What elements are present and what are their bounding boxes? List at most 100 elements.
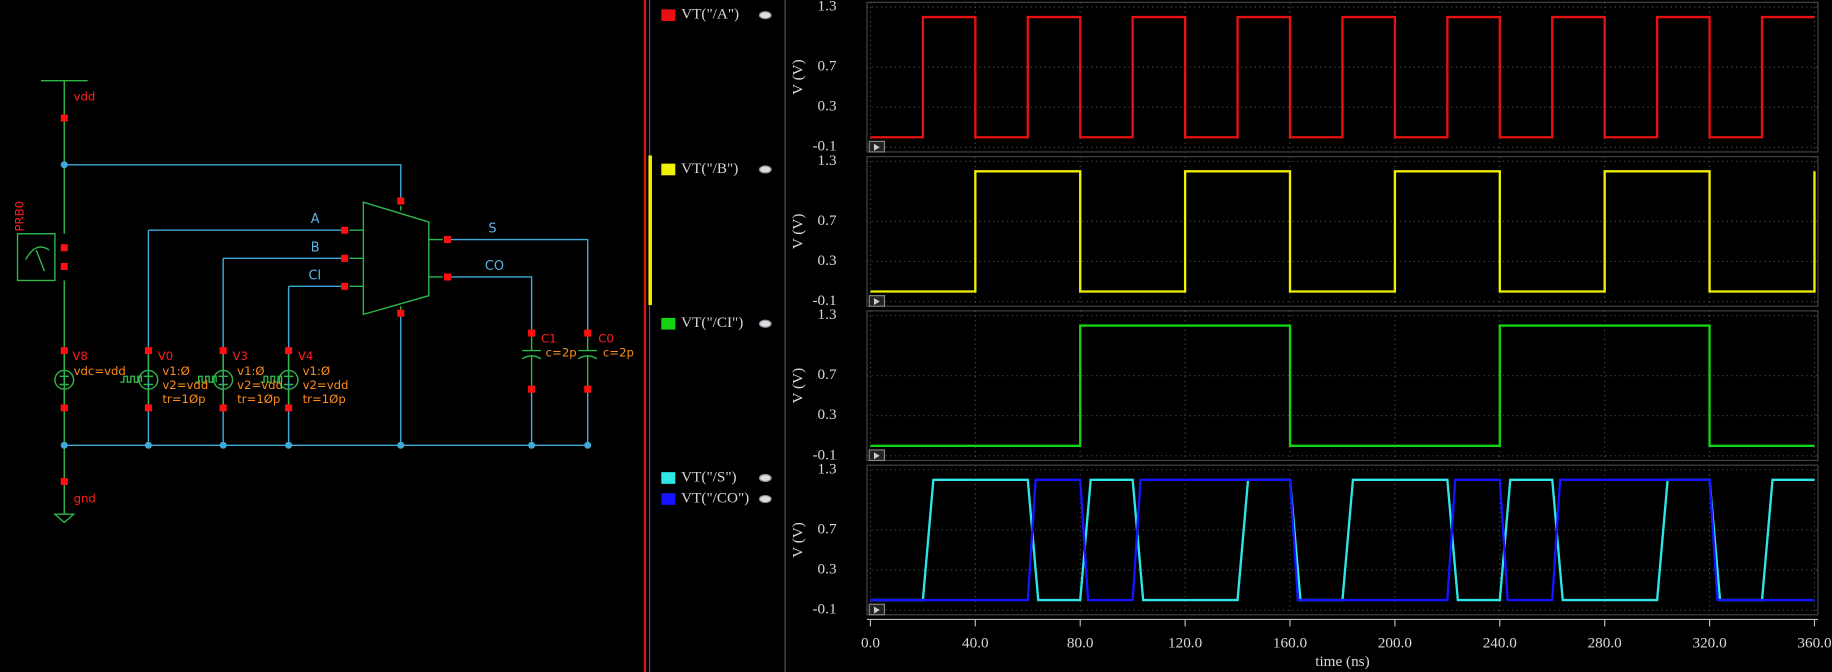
adder-pins xyxy=(349,205,443,310)
capacitor-param: c=2p xyxy=(603,345,634,359)
waveform xyxy=(870,478,1815,602)
waveform xyxy=(870,170,1816,293)
waveform xyxy=(870,324,1815,447)
x-tick-label: 280.0 xyxy=(1588,634,1623,651)
visibility-toggle[interactable] xyxy=(758,319,772,328)
pin xyxy=(341,226,349,234)
visibility-toggle[interactable] xyxy=(758,11,772,20)
source-name: V3 xyxy=(233,349,248,363)
pin xyxy=(528,329,536,337)
junction xyxy=(144,441,152,449)
pulse-icons xyxy=(120,375,283,383)
y-axis-label: V (V) xyxy=(790,522,807,558)
legend-swatch xyxy=(661,163,676,176)
panel-button-icon xyxy=(873,606,880,614)
visibility-toggle[interactable] xyxy=(758,473,772,483)
x-tick-label: 200.0 xyxy=(1378,634,1413,651)
source-param: tr=1Øp xyxy=(162,392,205,406)
supply-wire xyxy=(40,79,88,524)
y-tick-label: 1.3 xyxy=(818,0,837,14)
source-param: v1:Ø xyxy=(162,364,189,378)
x-tick-label: 160.0 xyxy=(1273,634,1308,651)
pin xyxy=(144,347,152,355)
pin xyxy=(341,254,349,262)
x-tick-label: 320.0 xyxy=(1692,634,1727,651)
y-tick-label: -0.1 xyxy=(813,446,837,463)
schematic: PRB0 xyxy=(12,79,634,524)
legend-entry[interactable]: VT("/A") xyxy=(681,6,739,23)
pin xyxy=(285,347,293,355)
plot-frame xyxy=(866,156,1819,307)
legend-swatch xyxy=(661,317,676,330)
supply-label: vdd xyxy=(74,90,96,104)
plot-frame xyxy=(866,310,1819,462)
visibility-toggle[interactable] xyxy=(758,165,772,174)
y-tick-label: 0.7 xyxy=(818,366,837,383)
net-label: B xyxy=(311,240,320,255)
plot-frame xyxy=(866,1,1819,153)
capacitor-param: c=2p xyxy=(546,345,577,359)
legend-entry[interactable]: VT("/B") xyxy=(681,160,738,177)
pin xyxy=(144,404,152,412)
junction xyxy=(528,441,536,449)
net-label: S xyxy=(488,222,496,237)
legend-entry[interactable]: VT("/CO") xyxy=(681,490,749,507)
x-axis-label: time (ns) xyxy=(1315,653,1369,670)
source-name: V4 xyxy=(298,349,313,363)
legend-entry[interactable]: VT("/CI") xyxy=(681,314,743,331)
pin xyxy=(584,329,592,337)
source-param: v2=vdd xyxy=(237,378,283,392)
x-tick-label: 0.0 xyxy=(861,634,880,651)
pin xyxy=(397,309,405,317)
x-tick-label: 360.0 xyxy=(1797,634,1832,651)
legend-entry[interactable]: VT("/S") xyxy=(681,468,736,485)
sources xyxy=(54,355,299,405)
y-axis-label: V (V) xyxy=(790,214,807,250)
source-param: v1:Ø xyxy=(303,364,330,378)
pin xyxy=(60,114,68,122)
y-tick-label: 0.3 xyxy=(818,560,837,577)
pin xyxy=(60,262,68,270)
legend-swatch xyxy=(661,493,676,505)
legend-swatch xyxy=(661,472,676,484)
waveform xyxy=(870,15,1815,139)
junction xyxy=(60,161,68,169)
capacitor-name: C0 xyxy=(598,331,614,345)
pin xyxy=(219,404,227,412)
pin xyxy=(60,477,68,486)
ground-label: gnd xyxy=(74,492,96,506)
junction xyxy=(285,441,293,449)
panel-button-icon xyxy=(873,452,880,460)
selection-bar xyxy=(648,155,652,306)
pins xyxy=(60,114,592,486)
junction xyxy=(584,441,592,449)
y-tick-label: -0.1 xyxy=(813,138,837,155)
x-tick-label: 80.0 xyxy=(1067,634,1094,651)
panel-button-icon xyxy=(873,143,880,151)
x-tick-label: 40.0 xyxy=(962,634,989,651)
net-label: CI xyxy=(308,268,321,283)
capacitors xyxy=(521,333,598,392)
y-tick-label: 1.3 xyxy=(818,306,837,323)
pin xyxy=(219,347,227,355)
source-param: tr=1Øp xyxy=(237,392,280,406)
y-tick-label: 0.3 xyxy=(818,252,837,269)
panel-button-icon xyxy=(873,298,880,306)
y-tick-label: -0.1 xyxy=(813,292,837,309)
plot-frame xyxy=(866,464,1819,616)
pin xyxy=(584,385,592,393)
source-param: v2=vdd xyxy=(162,378,208,392)
junction xyxy=(397,441,405,449)
y-tick-label: -0.1 xyxy=(813,601,837,618)
full-adder xyxy=(362,201,430,316)
pin xyxy=(443,273,451,281)
pin xyxy=(60,347,68,355)
probe xyxy=(16,233,56,282)
y-axis-label: V (V) xyxy=(790,59,807,95)
source-name: V0 xyxy=(158,349,173,363)
y-axis-label: V (V) xyxy=(790,368,807,404)
pin xyxy=(285,404,293,412)
pin xyxy=(397,197,405,205)
visibility-toggle[interactable] xyxy=(758,494,772,504)
